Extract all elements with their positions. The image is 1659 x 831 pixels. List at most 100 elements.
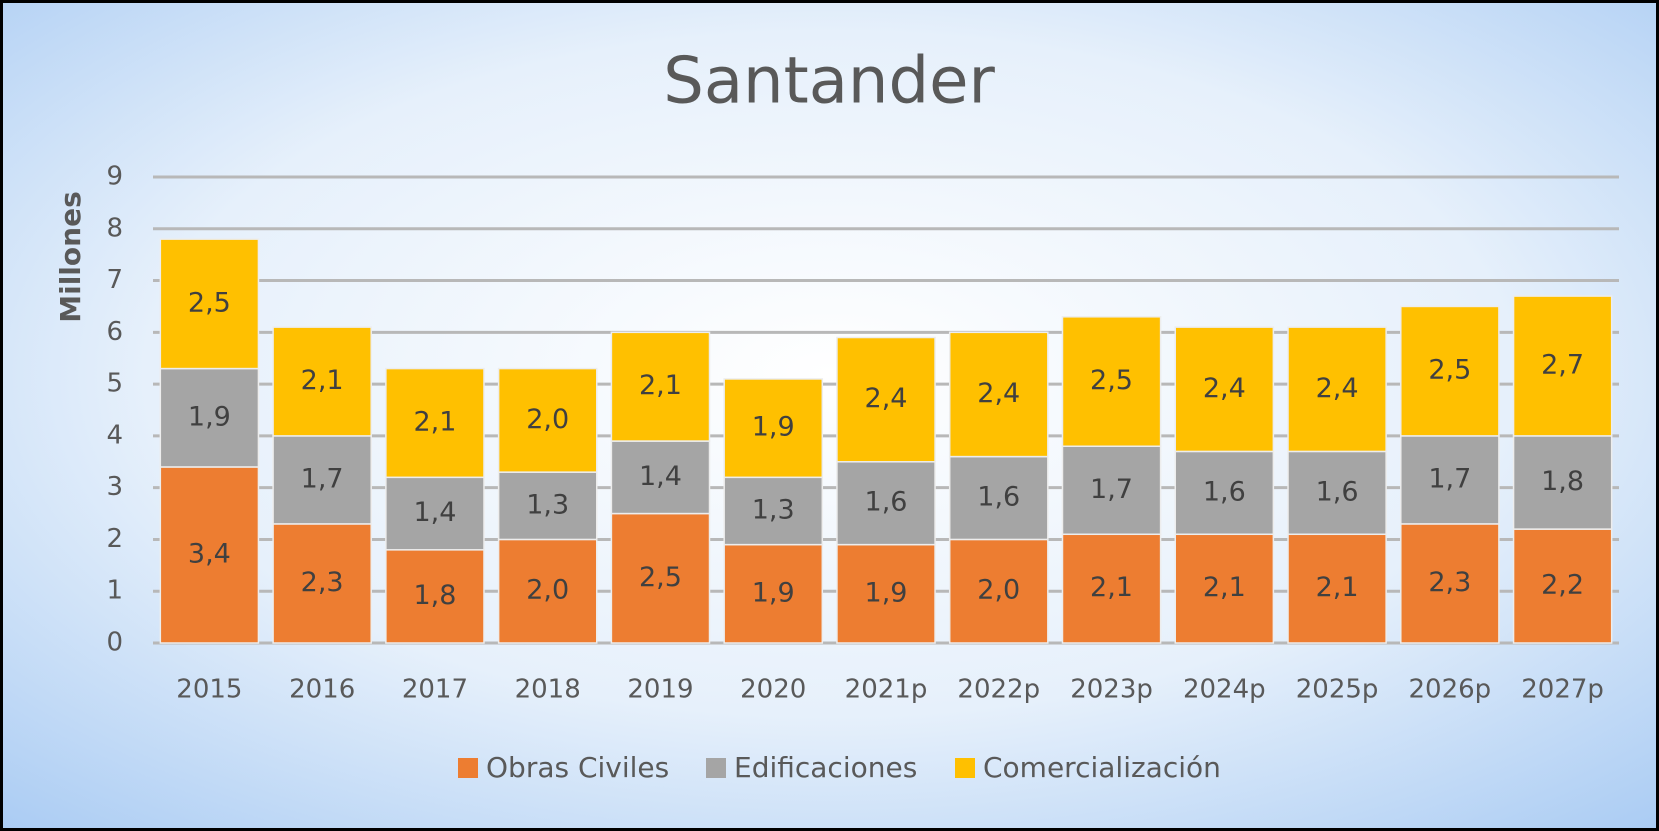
legend-label: Comercialización [983,751,1221,784]
bar-segment [1400,523,1500,644]
x-tick-label: 2025p [1296,675,1379,705]
data-label: 1,6 [1203,476,1246,507]
x-tick-label: 2021p [845,675,928,705]
legend-label: Edificaciones [734,751,917,784]
x-tick-label: 2017 [402,675,468,705]
data-label: 1,9 [865,577,908,608]
data-label: 1,4 [639,461,682,492]
bar-segment [610,331,711,442]
data-label: 2,4 [977,378,1020,409]
x-tick-label: 2024p [1183,675,1266,705]
bar-segment [836,336,936,463]
bar-segment [497,538,598,644]
y-tick-label: 2 [106,524,123,554]
y-tick-label: 0 [106,628,123,658]
bar-segment [497,367,598,473]
bar-segment [385,476,485,551]
legend-swatch [706,758,726,778]
x-tick-label: 2019 [627,675,693,705]
y-tick-label: 7 [106,265,123,295]
data-label: 1,7 [1428,463,1471,494]
bar-segment [723,378,824,479]
data-label: 2,5 [639,562,682,593]
x-tick-label: 2016 [289,675,355,705]
data-label: 2,7 [1541,349,1584,380]
data-label: 2,5 [188,287,231,318]
bar-segment [497,471,598,541]
x-tick-label: 2023p [1070,675,1153,705]
data-label: 2,0 [526,575,569,606]
data-label: 2,0 [526,404,569,435]
bar-segment [1061,533,1162,644]
data-label: 2,1 [1316,572,1359,603]
data-label: 1,6 [865,487,908,518]
bar-segment [159,238,260,370]
y-tick-label: 3 [106,472,123,502]
data-label: 1,6 [977,482,1020,513]
bar-segment [272,435,372,525]
data-label: 2,3 [1428,567,1471,598]
bar-segment [948,538,1049,644]
data-label: 2,4 [865,383,908,414]
bar-segment [1287,450,1387,536]
data-label: 2,2 [1541,570,1584,601]
x-tick-label: 2026p [1409,675,1492,705]
data-label: 1,7 [301,463,344,494]
bar-segment [836,543,936,644]
data-label: 2,0 [977,575,1020,606]
data-label: 1,6 [1316,476,1359,507]
data-label: 1,9 [188,401,231,432]
data-label: 2,5 [1090,365,1133,396]
x-tick-label: 2022p [957,675,1040,705]
bar-segment [948,331,1049,458]
legend-swatch [458,758,478,778]
bar-segment [1174,533,1275,644]
data-label: 1,7 [1090,474,1133,505]
bar-segment [1287,326,1387,453]
y-tick-label: 9 [106,162,123,192]
bar-segment [1061,316,1162,447]
bar-segment [1174,326,1275,453]
chart-title: Santander [663,45,995,119]
y-tick-label: 1 [106,576,123,606]
data-label: 2,3 [301,567,344,598]
bar-segment [723,543,824,644]
data-label: 2,1 [1203,572,1246,603]
x-tick-label: 2018 [515,675,581,705]
bar-segment [1061,445,1162,536]
x-tick-label: 2027p [1521,675,1604,705]
data-label: 3,4 [188,538,231,569]
bar-segment [1512,435,1613,530]
bar-segment [1400,435,1500,525]
data-label: 2,1 [413,406,456,437]
bar-segment [272,326,372,437]
legend-swatch [955,758,975,778]
data-label: 2,5 [1428,355,1471,386]
data-label: 2,4 [1203,373,1246,404]
bar-segment [272,523,372,644]
y-tick-label: 4 [106,420,123,450]
y-tick-label: 6 [106,317,123,347]
data-label: 1,8 [413,580,456,611]
x-tick-label: 2020 [740,675,806,705]
y-tick-label: 8 [106,213,123,243]
data-label: 1,3 [526,489,569,520]
data-label: 2,1 [1090,572,1133,603]
bar-segment [385,367,485,479]
bar-segment [385,549,485,644]
y-axis-label: Millones [54,191,87,322]
x-tick-label: 2015 [176,675,242,705]
data-label: 1,3 [752,494,795,525]
legend-label: Obras Civiles [486,751,669,784]
bar-segment [1174,450,1275,536]
data-label: 2,4 [1316,373,1359,404]
bar-segment [1400,305,1500,437]
data-label: 1,4 [413,497,456,528]
y-tick-label: 5 [106,369,123,399]
bar-segment [1512,295,1613,437]
bar-segment [1287,533,1387,644]
data-label: 1,9 [752,412,795,443]
data-label: 1,9 [752,577,795,608]
bar-segment [159,466,260,644]
